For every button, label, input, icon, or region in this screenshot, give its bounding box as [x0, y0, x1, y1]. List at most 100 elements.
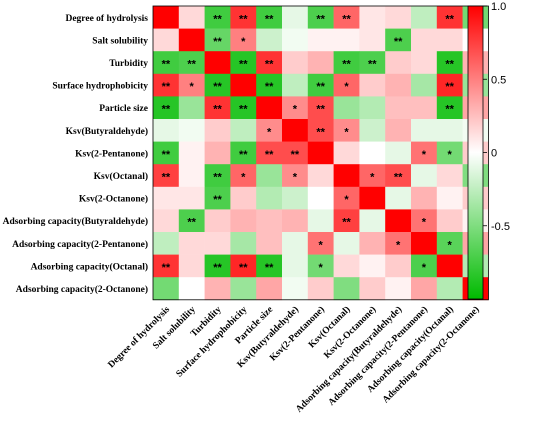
heatmap-cell	[282, 232, 309, 255]
heatmap-cell	[436, 164, 463, 188]
heatmap-cell	[385, 96, 412, 120]
heatmap-cell	[307, 277, 334, 301]
heatmap-cell	[204, 51, 231, 75]
significance-marker: **	[394, 36, 403, 48]
heatmap-cell	[307, 209, 334, 233]
heatmap-cell	[204, 119, 231, 142]
heatmap-cell	[307, 6, 334, 29]
heatmap-cell	[307, 254, 334, 278]
row-label: Adsorbing capacity(Butyraldehyde)	[3, 216, 148, 227]
significance-marker: *	[293, 172, 298, 184]
heatmap-cell	[333, 186, 360, 210]
heatmap-cell	[256, 277, 283, 301]
colorbar-tick-label: -0.5	[491, 221, 510, 233]
heatmap-cell	[256, 186, 283, 210]
heatmap-cell	[178, 51, 205, 75]
significance-marker: **	[239, 149, 248, 161]
heatmap-cell	[359, 119, 386, 142]
heatmap-cell	[359, 51, 386, 75]
heatmap-cell	[385, 277, 412, 301]
heatmap-cell	[333, 96, 360, 120]
significance-marker: **	[187, 217, 196, 229]
heatmap-cell	[385, 209, 412, 233]
heatmap-cell	[359, 186, 386, 210]
heatmap-cell	[307, 164, 334, 188]
significance-marker: **	[162, 262, 171, 274]
heatmap-cell	[411, 186, 438, 210]
heatmap-cell	[153, 96, 180, 120]
heatmap-cell	[411, 141, 438, 165]
heatmap-cell	[411, 28, 438, 52]
heatmap-cell	[359, 277, 386, 301]
heatmap-cell	[359, 232, 386, 255]
significance-marker: *	[422, 149, 427, 161]
significance-marker: **	[316, 13, 325, 25]
heatmap-cells	[152, 5, 489, 301]
heatmap-cell	[282, 6, 309, 29]
heatmap-cell	[359, 141, 386, 165]
heatmap-cell	[230, 141, 257, 165]
heatmap-cell	[333, 73, 360, 97]
heatmap-cell	[256, 51, 283, 75]
significance-marker: *	[344, 126, 349, 138]
significance-marker: **	[187, 59, 196, 71]
significance-marker: *	[241, 172, 246, 184]
heatmap-cell	[333, 141, 360, 165]
heatmap-cell	[385, 164, 412, 188]
row-label: Degree of hydrolysis	[65, 14, 148, 24]
heatmap-cell	[282, 73, 309, 97]
heatmap-cell	[204, 209, 231, 233]
heatmap-cell	[282, 164, 309, 188]
heatmap-cell	[359, 73, 386, 97]
significance-marker: **	[213, 262, 222, 274]
heatmap-cell	[178, 141, 205, 165]
heatmap-cell	[385, 51, 412, 75]
heatmap-cell	[178, 28, 205, 52]
heatmap-cell	[333, 51, 360, 75]
significance-marker: **	[265, 81, 274, 93]
significance-marker: **	[213, 13, 222, 25]
significance-marker: **	[342, 59, 351, 71]
significance-marker: *	[319, 262, 324, 274]
heatmap-cell	[204, 164, 231, 188]
significance-marker: **	[162, 172, 171, 184]
heatmap-cell	[230, 119, 257, 142]
heatmap-cell	[436, 141, 463, 165]
heatmap-cell	[178, 254, 205, 278]
heatmap-cell	[256, 6, 283, 29]
heatmap-cell	[436, 232, 463, 255]
heatmap-cell	[359, 209, 386, 233]
significance-marker: **	[239, 13, 248, 25]
heatmap-cell	[333, 164, 360, 188]
significance-marker: **	[394, 172, 403, 184]
heatmap-cell	[230, 96, 257, 120]
significance-marker: **	[342, 13, 351, 25]
heatmap-cell	[307, 28, 334, 52]
row-label: Adsorbing capacity(2-Octanone)	[16, 284, 148, 295]
heatmap-cell	[153, 6, 180, 29]
heatmap-cell	[307, 51, 334, 75]
heatmap-cell	[153, 254, 180, 278]
row-label: Adsorbing capacity(Octanal)	[31, 261, 148, 272]
heatmap-cell	[230, 209, 257, 233]
heatmap-cell	[333, 28, 360, 52]
heatmap-cell	[153, 119, 180, 142]
significance-marker: *	[267, 126, 272, 138]
heatmap-cell	[333, 277, 360, 301]
heatmap-cell	[411, 51, 438, 75]
heatmap-cell	[178, 186, 205, 210]
heatmap-cell	[307, 96, 334, 120]
significance-marker: *	[448, 239, 453, 251]
heatmap-cell	[204, 277, 231, 301]
heatmap-cell	[178, 164, 205, 188]
heatmap-cell	[411, 254, 438, 278]
heatmap-cell	[436, 209, 463, 233]
heatmap-cell	[411, 232, 438, 255]
heatmap-cell	[230, 6, 257, 29]
heatmap-cell	[204, 141, 231, 165]
heatmap-cell	[230, 254, 257, 278]
significance-marker: **	[162, 59, 171, 71]
significance-marker: **	[265, 149, 274, 161]
row-label: Particle size	[99, 104, 148, 114]
heatmap-cell	[307, 186, 334, 210]
